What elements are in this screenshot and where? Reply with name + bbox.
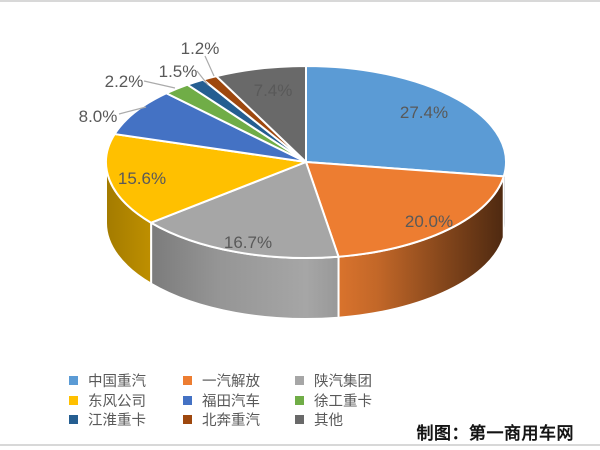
pie-slice [215,65,307,163]
legend-item-2: 陕汽集团 [290,371,420,391]
slice-label: 15.6% [118,169,166,188]
pie-slice [305,65,507,178]
legend-item-0: 中国重汽 [64,371,178,391]
legend: 中国重汽 一汽解放 陕汽集团东风公司 福田汽车 徐工重卡江淮重卡 北奔重汽 其他 [64,371,420,430]
pie-slice [113,92,307,163]
legend-swatch [69,395,78,405]
leader-line [118,106,147,115]
legend-item-6: 江淮重卡 [64,410,178,430]
pie-slice [305,161,505,258]
pie-slice [105,133,307,224]
legend-item-8: 其他 [290,410,420,430]
slice-label: 7.4% [254,81,293,100]
bottom-divider-line [0,444,600,446]
credit-text: 制图：第一商用车网 [416,424,574,443]
slice-label: 27.4% [400,103,448,122]
legend-label: 江淮重卡 [88,413,146,430]
legend-swatch [69,376,78,386]
top-divider-line [0,0,600,2]
slice-label: 2.2% [105,72,144,91]
legend-item-3: 东风公司 [64,391,178,411]
legend-label: 徐工重卡 [314,393,372,410]
legend-swatch [295,395,304,405]
leader-line [196,70,209,86]
legend-label: 北奔重汽 [202,413,260,430]
legend-label: 陕汽集团 [314,374,372,391]
legend-label: 中国重汽 [88,374,146,391]
slice-label: 16.7% [224,233,272,252]
pie-slice [150,161,340,259]
legend-swatch [183,376,192,386]
legend-label: 福田汽车 [202,393,260,410]
legend-label: 其他 [314,413,343,430]
slice-label: 1.2% [181,39,220,58]
legend-label: 一汽解放 [202,374,260,391]
legend-label: 东风公司 [88,393,146,410]
legend-swatch [295,376,304,386]
legend-swatch [183,415,192,425]
legend-item-1: 一汽解放 [178,371,290,391]
legend-swatch [183,395,192,405]
slice-label: 20.0% [405,212,453,231]
leader-line [204,55,215,77]
legend-swatch [295,415,304,425]
legend-item-7: 北奔重汽 [178,410,290,430]
leader-line [143,80,176,89]
slice-label: 8.0% [79,107,118,126]
legend-swatch [69,415,78,425]
legend-item-5: 徐工重卡 [290,391,420,411]
slice-label: 1.5% [159,62,198,81]
legend-item-4: 福田汽车 [178,391,290,411]
